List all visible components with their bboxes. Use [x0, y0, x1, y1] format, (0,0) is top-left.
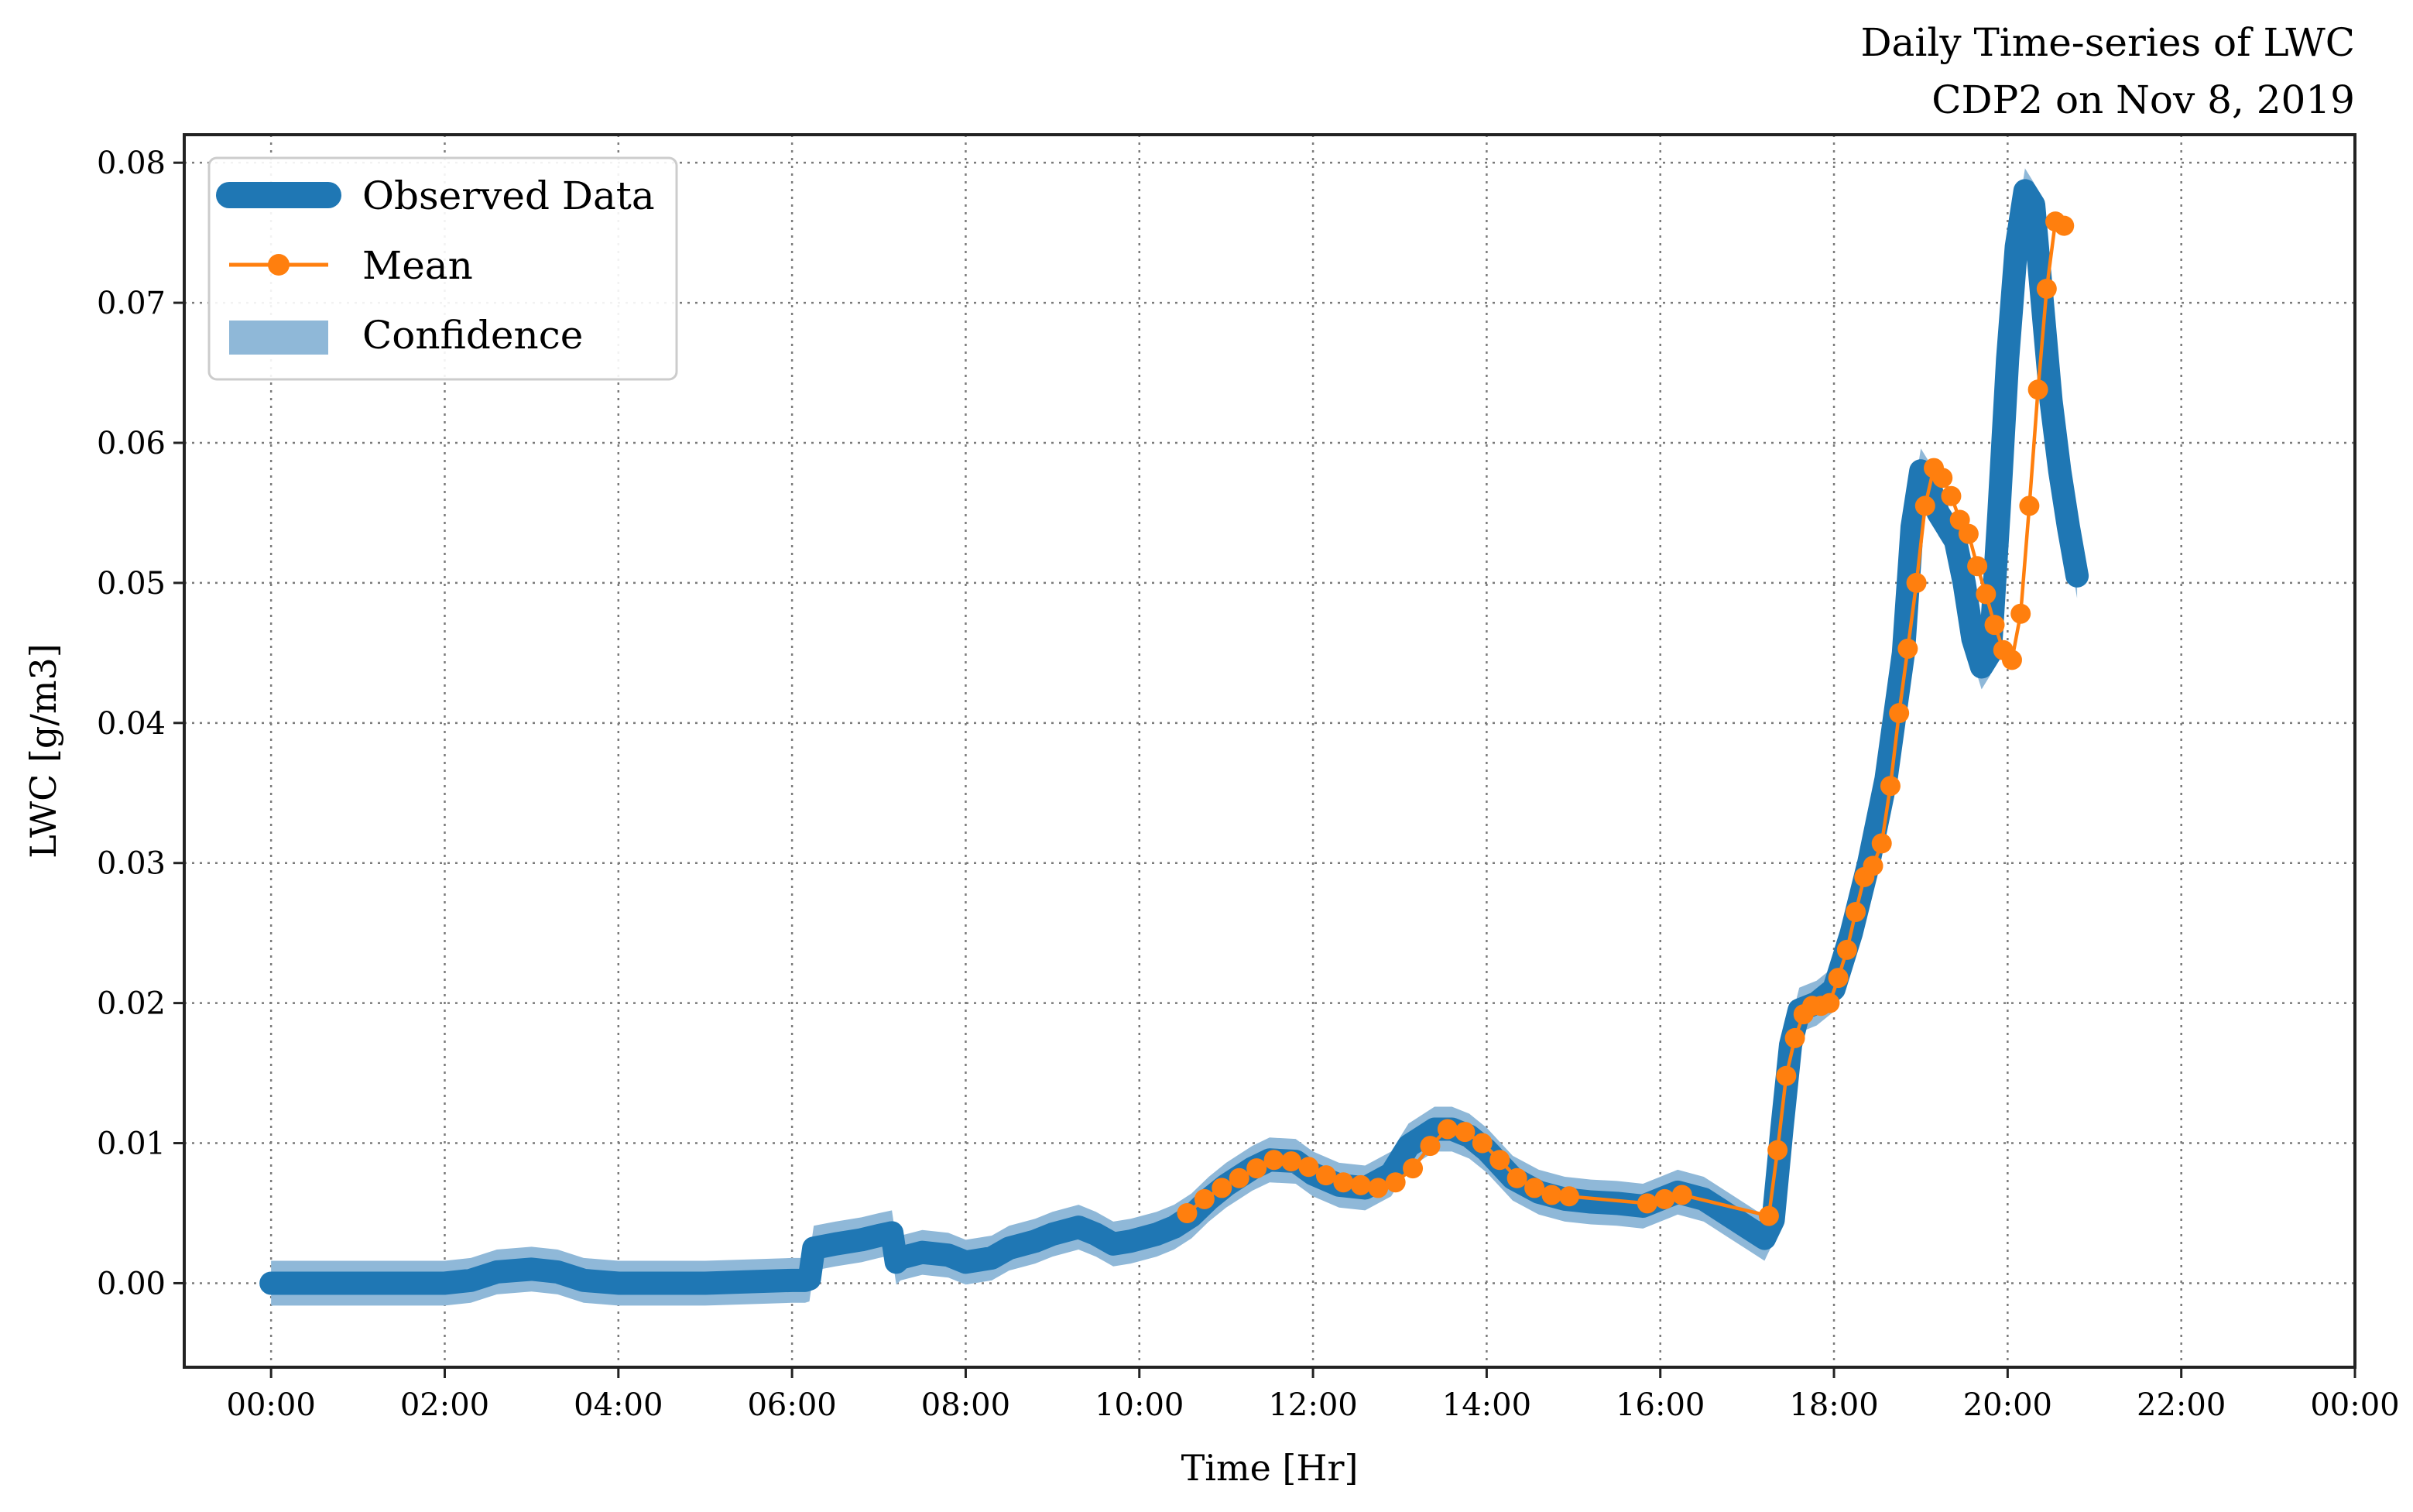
mean-point — [1958, 523, 1979, 544]
mean-point — [2019, 495, 2040, 516]
observed-data-line — [259, 179, 2089, 1295]
mean-point — [1828, 968, 1849, 989]
mean-point — [1637, 1193, 1657, 1214]
x-tick-label: 12:00 — [1268, 1387, 1357, 1423]
mean-point — [1489, 1150, 1510, 1171]
x-tick-label: 22:00 — [2137, 1387, 2226, 1423]
chart-title-line-2: CDP2 on Nov 8, 2019 — [1931, 77, 2355, 122]
mean-point — [1967, 556, 1988, 577]
x-tick-label: 04:00 — [574, 1387, 663, 1423]
y-tick-label: 0.07 — [97, 286, 166, 321]
y-axis: 0.00 0.01 0.02 0.03 0.04 0.05 0.06 0.07 0.08 — [97, 146, 184, 1301]
mean-point — [1524, 1178, 1545, 1198]
mean-point — [1984, 615, 2005, 636]
mean-point — [1541, 1185, 1562, 1205]
mean-point — [1654, 1188, 1675, 1209]
legend-swatch-confidence — [229, 321, 328, 355]
mean-point — [1194, 1188, 1215, 1209]
legend: Observed Data Mean Confidence — [207, 156, 678, 381]
mean-point — [1819, 993, 1840, 1013]
y-tick-label: 0.02 — [97, 986, 166, 1022]
x-tick-label: 16:00 — [1616, 1387, 1705, 1423]
mean-point — [1177, 1203, 1198, 1223]
mean-point — [1403, 1158, 1424, 1179]
mean-point — [1776, 1065, 1797, 1086]
mean-point — [1246, 1158, 1267, 1179]
mean-point — [1437, 1119, 1458, 1140]
legend-swatch-mean-marker — [268, 254, 290, 276]
y-tick-label: 0.05 — [97, 566, 166, 602]
y-tick-label: 0.06 — [97, 426, 166, 461]
x-tick-label: 10:00 — [1095, 1387, 1184, 1423]
mean-point — [1281, 1151, 1302, 1172]
mean-point — [1333, 1172, 1354, 1193]
mean-point — [1368, 1178, 1389, 1198]
x-tick-label: 20:00 — [1963, 1387, 2052, 1423]
mean-point — [2027, 379, 2048, 400]
observed-data-layer — [259, 179, 2089, 1295]
x-tick-label: 02:00 — [400, 1387, 489, 1423]
mean-point — [1871, 833, 1892, 854]
y-tick-label: 0.00 — [97, 1266, 166, 1301]
mean-point — [1932, 468, 1953, 489]
legend-label-confidence: Confidence — [362, 313, 583, 358]
mean-point — [1455, 1122, 1476, 1143]
mean-point — [1263, 1150, 1284, 1171]
mean-point — [1758, 1205, 1779, 1226]
y-axis-title: LWC [g/m3] — [22, 643, 64, 858]
mean-point — [1385, 1172, 1406, 1193]
mean-point — [1472, 1133, 1493, 1154]
mean-point — [1420, 1136, 1441, 1157]
x-tick-label: 18:00 — [1789, 1387, 1878, 1423]
y-tick-label: 0.03 — [97, 846, 166, 882]
mean-point — [1671, 1185, 1692, 1205]
x-axis: 00:00 02:00 04:00 06:00 08:00 10:00 12:00 14:00… — [227, 1367, 2400, 1423]
x-tick-label: 00:00 — [227, 1387, 316, 1423]
mean-point — [1229, 1167, 1249, 1188]
mean-point — [1558, 1186, 1579, 1207]
mean-point — [1906, 572, 1927, 593]
mean-point — [1941, 485, 1962, 506]
mean-point — [1298, 1157, 1319, 1178]
mean-point — [2010, 603, 2031, 624]
mean-point — [1212, 1178, 1232, 1198]
x-tick-label: 08:00 — [921, 1387, 1010, 1423]
mean-point — [1897, 638, 1918, 659]
legend-label-observed: Observed Data — [362, 173, 655, 218]
mean-series-layer — [1177, 211, 2075, 1226]
mean-point — [1350, 1174, 1371, 1195]
plot-frame — [183, 133, 2356, 1369]
mean-point — [1506, 1167, 1527, 1188]
mean-point — [1863, 855, 1883, 876]
y-tick-label: 0.01 — [97, 1126, 166, 1162]
mean-point — [1976, 584, 1997, 605]
x-tick-label: 14:00 — [1442, 1387, 1531, 1423]
mean-point — [1767, 1140, 1788, 1161]
x-tick-label: 06:00 — [747, 1387, 836, 1423]
x-tick-label: 00:00 — [2310, 1387, 2399, 1423]
chart-title-line-1: Daily Time-series of LWC — [1860, 20, 2355, 65]
mean-point — [1836, 939, 1857, 960]
x-axis-title: Time [Hr] — [1181, 1447, 1359, 1489]
y-tick-label: 0.08 — [97, 146, 166, 181]
mean-point — [1880, 776, 1901, 797]
mean-point — [2036, 279, 2057, 299]
mean-point — [1914, 495, 1935, 516]
mean-point — [1889, 703, 1910, 724]
mean-point — [1315, 1165, 1336, 1186]
mean-point — [1846, 902, 1866, 923]
mean-point — [2001, 650, 2022, 670]
mean-point — [1784, 1027, 1805, 1048]
legend-label-mean: Mean — [362, 243, 473, 288]
mean-point — [2054, 215, 2075, 236]
y-tick-label: 0.04 — [97, 706, 166, 742]
